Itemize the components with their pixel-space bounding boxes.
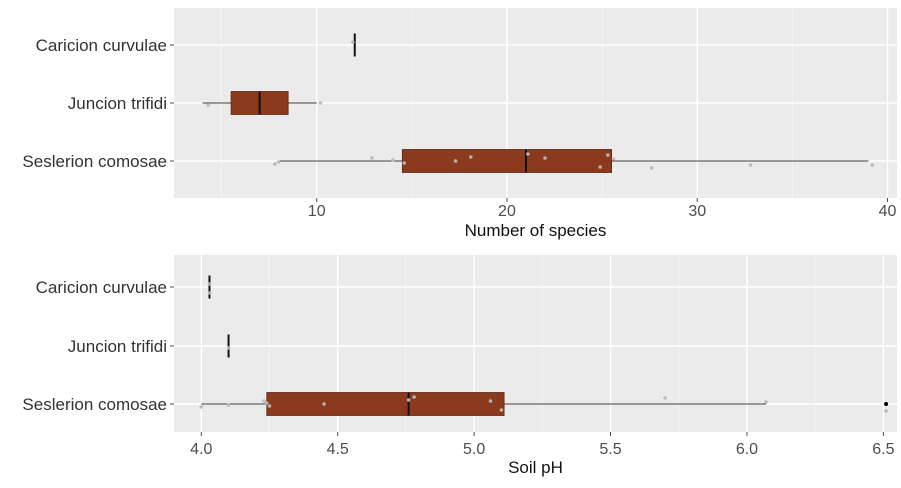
panel-1-point-2-0: [273, 162, 277, 166]
panel-1-point-2-9: [598, 165, 602, 169]
panel-1-point-2-5: [453, 159, 458, 163]
panel-2-point-2-1: [226, 403, 231, 407]
panel-1-xtick-label-0: 10: [308, 203, 326, 220]
panel-1-point-2-13: [748, 163, 753, 167]
panel-1-point-1-1: [318, 101, 323, 105]
panel-2-point-2-9: [499, 408, 504, 412]
panel-1-point-2-14: [870, 163, 875, 167]
panel-1-point-1-0: [206, 103, 211, 107]
panel-1-point-2-7: [526, 152, 530, 156]
panel-1-point-2-2: [370, 156, 374, 160]
panel-2-point-2-12: [884, 409, 888, 413]
panel-1-point-2-1: [276, 160, 281, 164]
panel-1-xtick-label-3: 40: [879, 203, 897, 220]
panel-1-point-2-12: [649, 166, 654, 170]
panel-2-point-2-6: [406, 398, 411, 402]
panel-2-point-2-2: [262, 399, 266, 403]
panel-2-point-2-5: [322, 402, 326, 406]
panel-1-category-label-1: Juncion trifidi: [68, 94, 167, 113]
panel-1-point-2-6: [469, 155, 473, 159]
panel-2-xlabel: Soil pH: [508, 458, 563, 477]
panel-2-xtick-label-4: 6.0: [736, 441, 758, 458]
panel-2-point-0-1: [207, 291, 212, 295]
panel-2-point-2-0: [199, 405, 204, 409]
panel-1-xtick-label-1: 20: [498, 203, 516, 220]
panel-2-point-2-10: [663, 396, 667, 400]
panel-1-point-2-4: [402, 161, 407, 165]
panel-2-category-label-1: Juncion trifidi: [68, 337, 167, 356]
panel-2-xtick-label-2: 5.0: [463, 441, 485, 458]
panel-2-point-2-11: [764, 400, 768, 404]
panel-2-point-2-7: [412, 395, 416, 399]
panel-2-point-0-0: [207, 282, 212, 286]
panel-1-xlabel: Number of species: [465, 221, 607, 240]
panel-2-category-label-0: Caricion curvulae: [36, 278, 167, 297]
panel-1-box-2: [401, 149, 613, 173]
panel-2-point-2-8: [488, 399, 493, 403]
panel-2-point-2-3: [264, 401, 269, 405]
panel-2-xtick-label-1: 4.5: [327, 441, 349, 458]
panel-2-xtick-label-0: 4.0: [190, 441, 212, 458]
panel-2-point-1-0: [226, 346, 231, 350]
panel-1-point-2-8: [543, 156, 547, 160]
panel-1-category-label-2: Seslerion comosae: [22, 152, 167, 171]
panel-1-point-2-3: [391, 158, 395, 162]
panel-1-point-0-0: [351, 40, 355, 44]
panel-1-point-2-10: [606, 153, 610, 157]
panel-2-outlier-2-0: [884, 402, 889, 406]
panel-2-category-label-2: Seslerion comosae: [22, 395, 167, 414]
panel-1-xtick-label-2: 30: [688, 203, 706, 220]
panel-2-box-2: [266, 392, 505, 416]
panel-2-xtick-label-3: 5.5: [599, 441, 621, 458]
panel-1-point-2-11: [611, 157, 616, 161]
panel-1-category-label-0: Caricion curvulae: [36, 36, 167, 55]
panel-2-point-2-4: [267, 404, 272, 408]
panel-2-xtick-label-5: 6.5: [872, 441, 894, 458]
